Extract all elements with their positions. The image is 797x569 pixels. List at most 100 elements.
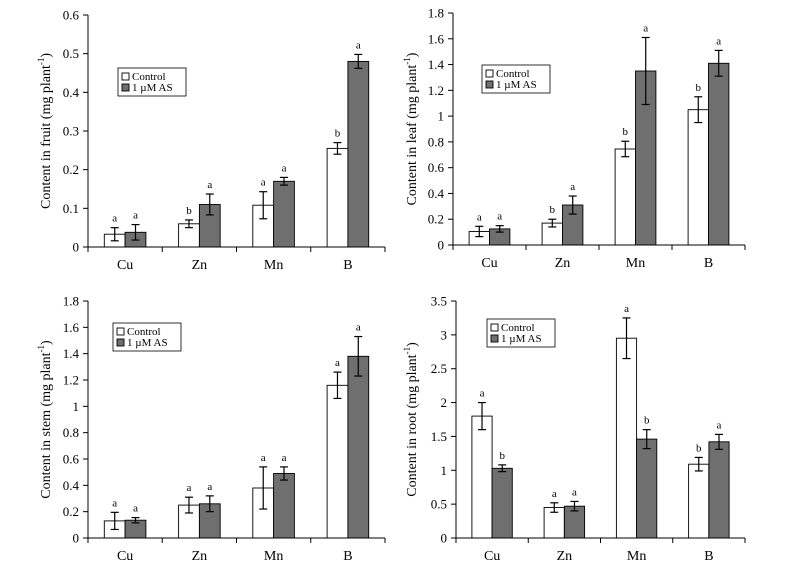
category-label-leaf-b: B: [704, 256, 713, 271]
y-tick-label-root-0: 0: [441, 531, 448, 546]
y-tick-label-root-1: 0.5: [431, 497, 447, 512]
y-tick-label-fruit-0: 0: [73, 240, 80, 255]
legend-swatch-leaf-1: [485, 80, 494, 89]
y-tick-label-leaf-7: 1.4: [428, 57, 445, 72]
category-label-stem-b: B: [343, 549, 352, 564]
y-tick-label-leaf-9: 1.8: [428, 6, 444, 21]
y-tick-label-root-3: 1.5: [431, 429, 447, 444]
bar-fruit-as-mn: [273, 180, 295, 248]
significance-letter-root-1-2: b: [644, 415, 650, 427]
significance-letter-fruit-1-1: a: [207, 179, 212, 191]
y-axis-title-end-leaf: ): [405, 52, 420, 57]
significance-letter-root-0-0: a: [480, 388, 485, 400]
category-label-stem-mn: Mn: [264, 549, 283, 564]
bar-stem-as-mn: [273, 473, 295, 539]
y-axis-title-end-root: ): [405, 342, 420, 347]
y-tick-label-stem-1: 0.2: [63, 504, 79, 519]
legend-label-root-1: 1 µM AS: [501, 333, 542, 345]
category-label-fruit-zn: Zn: [192, 258, 208, 273]
y-tick-label-root-2: 1: [441, 463, 448, 478]
y-tick-label-fruit-2: 0.2: [63, 162, 79, 177]
y-axis-title-main-root: Content in root (mg plant: [405, 354, 420, 496]
significance-letter-fruit-0-0: a: [112, 213, 117, 225]
significance-letter-leaf-1-0: a: [497, 211, 502, 223]
y-tick-label-stem-8: 1.6: [63, 320, 80, 335]
y-axis-title-stem: Content in stem (mg plant-1): [36, 340, 54, 499]
legend-swatch-stem-1: [116, 338, 125, 347]
y-tick-label-root-7: 3.5: [431, 294, 447, 309]
y-tick-label-stem-0: 0: [73, 531, 80, 546]
y-tick-label-leaf-8: 1.6: [428, 31, 445, 46]
y-axis-title-sup-leaf: -1: [402, 57, 412, 65]
y-tick-label-leaf-0: 0: [438, 238, 445, 253]
legend-swatch-root-1: [490, 334, 499, 343]
bar-fruit-control-b: [326, 147, 349, 248]
significance-letter-stem-0-0: a: [112, 497, 117, 509]
legend-swatch-fruit-0: [121, 72, 130, 81]
bar-leaf-control-mn: [614, 148, 636, 246]
significance-letter-fruit-1-0: a: [133, 210, 138, 222]
legend-swatch-leaf-0: [485, 69, 494, 78]
bar-root-as-b: [708, 441, 730, 539]
y-axis-title-end-fruit: ): [39, 53, 54, 58]
category-label-fruit-mn: Mn: [264, 258, 283, 273]
significance-letter-fruit-1-2: a: [282, 162, 287, 174]
category-label-root-mn: Mn: [627, 549, 646, 564]
category-label-leaf-cu: Cu: [481, 256, 497, 271]
category-label-leaf-mn: Mn: [626, 256, 645, 271]
y-axis-title-main-leaf: Content in leaf (mg plant: [405, 65, 420, 206]
significance-letter-fruit-0-2: a: [261, 177, 266, 189]
significance-letter-stem-0-2: a: [261, 452, 266, 464]
bar-root-control-mn: [615, 337, 638, 539]
y-tick-label-fruit-4: 0.4: [63, 85, 80, 100]
significance-letter-stem-1-2: a: [282, 452, 287, 464]
legend-label-fruit-1: 1 µM AS: [132, 82, 173, 94]
bar-root-control-cu: [471, 415, 493, 539]
legend-swatch-stem-0: [116, 327, 125, 336]
significance-letter-root-1-0: b: [499, 450, 505, 462]
y-axis-title-end-stem: ): [39, 340, 54, 345]
y-axis-title-fruit: Content in fruit (mg plant-1): [36, 53, 54, 209]
significance-letter-stem-0-3: a: [335, 357, 340, 369]
y-tick-label-stem-4: 0.8: [63, 425, 79, 440]
legend-label-stem-1: 1 µM AS: [127, 337, 168, 349]
y-axis-title-sup-root: -1: [402, 347, 412, 355]
significance-letter-root-1-1: a: [572, 486, 577, 498]
y-tick-label-leaf-1: 0.2: [428, 212, 444, 227]
category-label-leaf-zn: Zn: [555, 256, 571, 271]
significance-letter-leaf-1-1: a: [570, 181, 575, 193]
significance-letter-leaf-0-1: b: [550, 204, 556, 216]
bar-stem-control-b: [326, 384, 349, 539]
legend-swatch-fruit-1: [121, 83, 130, 92]
significance-letter-root-0-1: a: [552, 488, 557, 500]
y-tick-label-leaf-2: 0.4: [428, 186, 445, 201]
significance-letter-fruit-0-1: b: [186, 205, 192, 217]
category-label-fruit-cu: Cu: [117, 258, 133, 273]
y-tick-label-stem-9: 1.8: [63, 294, 79, 309]
panel-fruit: a b a b a a a a 0 0.1 0.2 0.3 0.4 0.5 0.6 Cu Zn Mn B Conten…: [36, 8, 386, 273]
y-tick-label-fruit-1: 0.1: [63, 201, 79, 216]
y-tick-label-leaf-3: 0.6: [428, 160, 445, 175]
y-tick-label-root-5: 2.5: [431, 361, 447, 376]
y-tick-label-root-6: 3: [441, 327, 448, 342]
category-label-root-zn: Zn: [557, 549, 573, 564]
bar-leaf-control-b: [687, 109, 709, 246]
y-tick-label-fruit-5: 0.5: [63, 46, 79, 61]
category-label-root-cu: Cu: [484, 549, 500, 564]
significance-letter-leaf-0-3: b: [696, 82, 702, 94]
significance-letter-stem-1-1: a: [207, 481, 212, 493]
y-tick-label-stem-7: 1.4: [63, 346, 80, 361]
y-axis-title-main-fruit: Content in fruit (mg plant: [39, 65, 54, 209]
bar-root-as-mn: [636, 438, 658, 539]
y-tick-label-fruit-3: 0.3: [63, 124, 79, 139]
panel-root: a a a b b a b a 0 0.5 1 1.5 2 2.5 3 3.5 Cu Zn Mn B Content i…: [402, 294, 746, 564]
panel-leaf: a b b b a a a a 0 0.2 0.4 0.6 0.8 1 1.2 1.4 1.6 1.8 Cu Zn Mn…: [402, 6, 746, 271]
y-tick-label-leaf-4: 0.8: [428, 134, 444, 149]
bar-leaf-as-b: [708, 62, 730, 246]
significance-letter-stem-0-1: a: [187, 482, 192, 494]
significance-letter-leaf-1-2: a: [643, 22, 648, 34]
